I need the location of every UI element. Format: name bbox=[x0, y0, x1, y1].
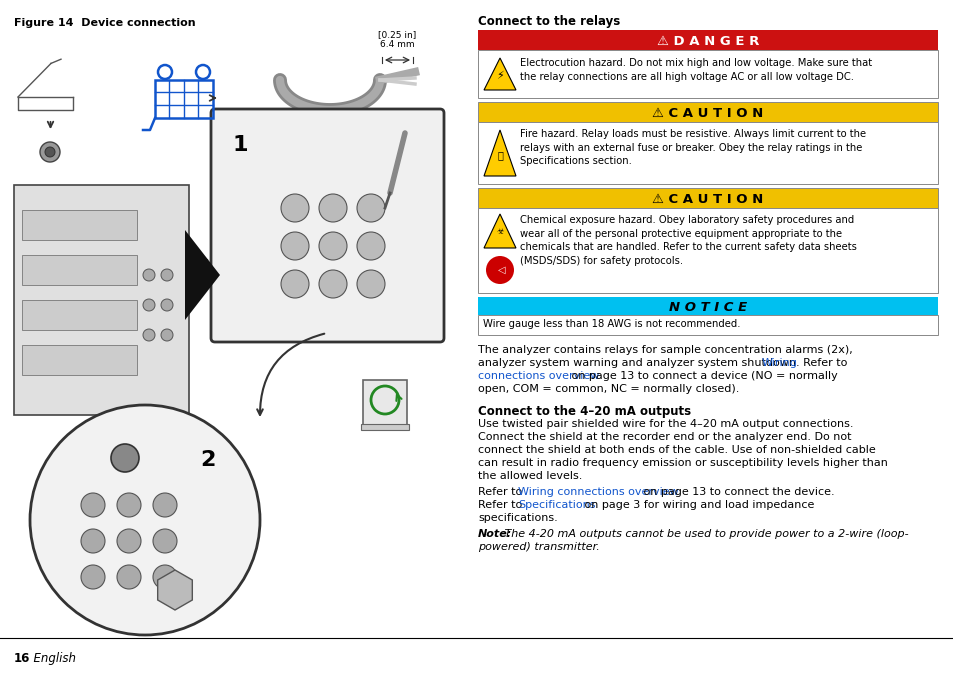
Bar bbox=[477, 50, 937, 98]
Circle shape bbox=[356, 270, 385, 298]
Circle shape bbox=[152, 493, 177, 517]
Text: specifications.: specifications. bbox=[477, 513, 558, 523]
Text: ⚠ D A N G E R: ⚠ D A N G E R bbox=[656, 35, 759, 48]
Text: Fire hazard. Relay loads must be resistive. Always limit current to the
relays w: Fire hazard. Relay loads must be resisti… bbox=[519, 129, 865, 166]
Circle shape bbox=[485, 256, 514, 284]
Text: connect the shield at both ends of the cable. Use of non-shielded cable: connect the shield at both ends of the c… bbox=[477, 445, 875, 455]
Circle shape bbox=[152, 565, 177, 589]
Circle shape bbox=[143, 269, 154, 281]
Polygon shape bbox=[483, 130, 516, 176]
Circle shape bbox=[111, 444, 139, 472]
Text: 1: 1 bbox=[233, 135, 248, 155]
Bar bbox=[360, 424, 409, 430]
Circle shape bbox=[40, 142, 60, 162]
Circle shape bbox=[318, 194, 347, 222]
FancyBboxPatch shape bbox=[211, 109, 443, 342]
Circle shape bbox=[161, 299, 172, 311]
Circle shape bbox=[356, 232, 385, 260]
Text: [0.25 in]: [0.25 in] bbox=[378, 30, 416, 39]
Circle shape bbox=[281, 232, 309, 260]
Circle shape bbox=[45, 147, 55, 157]
Text: Refer to: Refer to bbox=[477, 500, 525, 510]
Circle shape bbox=[117, 565, 141, 589]
Circle shape bbox=[81, 493, 105, 517]
Text: Connect the shield at the recorder end or the analyzer end. Do not: Connect the shield at the recorder end o… bbox=[477, 432, 851, 442]
Bar bbox=[477, 122, 937, 184]
Text: on page 13 to connect the device.: on page 13 to connect the device. bbox=[639, 487, 834, 497]
Circle shape bbox=[143, 299, 154, 311]
Bar bbox=[22, 210, 137, 240]
Text: connections overview: connections overview bbox=[477, 371, 598, 381]
Bar bbox=[154, 80, 213, 118]
Text: Electrocution hazard. Do not mix high and low voltage. Make sure that
the relay : Electrocution hazard. Do not mix high an… bbox=[519, 58, 871, 81]
Text: Note:: Note: bbox=[477, 529, 512, 539]
Text: ◁: ◁ bbox=[497, 265, 505, 275]
Text: on page 3 for wiring and load impedance: on page 3 for wiring and load impedance bbox=[581, 500, 814, 510]
Text: powered) transmitter.: powered) transmitter. bbox=[477, 542, 599, 552]
Circle shape bbox=[318, 232, 347, 260]
Bar bbox=[477, 208, 937, 293]
Text: open, COM = common, NC = normally closed).: open, COM = common, NC = normally closed… bbox=[477, 384, 739, 394]
Circle shape bbox=[117, 493, 141, 517]
Text: 🔥: 🔥 bbox=[497, 150, 502, 160]
Bar bbox=[477, 30, 937, 50]
Bar bbox=[22, 300, 137, 330]
Text: on page 13 to connect a device (NO = normally: on page 13 to connect a device (NO = nor… bbox=[567, 371, 837, 381]
Circle shape bbox=[81, 529, 105, 553]
Circle shape bbox=[117, 529, 141, 553]
Text: 16: 16 bbox=[14, 652, 30, 665]
Text: can result in radio frequency emission or susceptibility levels higher than: can result in radio frequency emission o… bbox=[477, 458, 887, 468]
Text: ⚡: ⚡ bbox=[496, 71, 503, 81]
Polygon shape bbox=[185, 230, 220, 320]
Text: The analyzer contains relays for sample concentration alarms (2x),: The analyzer contains relays for sample … bbox=[477, 345, 852, 355]
Polygon shape bbox=[157, 570, 193, 610]
Text: analyzer system warning and analyzer system shutdown. Refer to: analyzer system warning and analyzer sys… bbox=[477, 358, 850, 368]
Text: Refer to: Refer to bbox=[477, 487, 525, 497]
Circle shape bbox=[318, 270, 347, 298]
Circle shape bbox=[143, 329, 154, 341]
Polygon shape bbox=[483, 214, 516, 248]
Text: the allowed levels.: the allowed levels. bbox=[477, 471, 581, 481]
Circle shape bbox=[161, 269, 172, 281]
Text: Chemical exposure hazard. Obey laboratory safety procedures and
wear all of the : Chemical exposure hazard. Obey laborator… bbox=[519, 215, 856, 266]
Text: 2: 2 bbox=[200, 450, 215, 470]
Circle shape bbox=[30, 405, 260, 635]
Text: English: English bbox=[26, 652, 76, 665]
Text: ☣: ☣ bbox=[496, 227, 503, 236]
Text: 6.4 mm: 6.4 mm bbox=[380, 40, 415, 49]
Circle shape bbox=[81, 565, 105, 589]
Text: Wire gauge less than 18 AWG is not recommended.: Wire gauge less than 18 AWG is not recom… bbox=[482, 319, 740, 329]
Circle shape bbox=[152, 529, 177, 553]
Text: Use twisted pair shielded wire for the 4–20 mA output connections.: Use twisted pair shielded wire for the 4… bbox=[477, 419, 853, 429]
Bar bbox=[22, 345, 137, 375]
Bar bbox=[363, 380, 407, 425]
Bar bbox=[477, 188, 937, 208]
Bar bbox=[477, 297, 937, 315]
Text: Connect to the 4–20 mA outputs: Connect to the 4–20 mA outputs bbox=[477, 405, 690, 418]
Text: The 4-20 mA outputs cannot be used to provide power to a 2-wire (loop-: The 4-20 mA outputs cannot be used to pr… bbox=[501, 529, 908, 539]
Bar bbox=[14, 185, 189, 415]
Text: ⚠ C A U T I O N: ⚠ C A U T I O N bbox=[652, 107, 762, 120]
Text: Figure 14  Device connection: Figure 14 Device connection bbox=[14, 18, 195, 28]
Circle shape bbox=[281, 270, 309, 298]
Bar bbox=[477, 315, 937, 335]
Text: Wiring connections overview: Wiring connections overview bbox=[518, 487, 679, 497]
Text: Specifications: Specifications bbox=[518, 500, 596, 510]
Bar bbox=[477, 102, 937, 122]
Circle shape bbox=[161, 329, 172, 341]
Bar bbox=[22, 255, 137, 285]
Text: N O T I C E: N O T I C E bbox=[668, 301, 746, 314]
Circle shape bbox=[281, 194, 309, 222]
Text: Connect to the relays: Connect to the relays bbox=[477, 15, 619, 28]
Circle shape bbox=[356, 194, 385, 222]
Text: Wiring: Wiring bbox=[760, 358, 797, 368]
Text: ⚠ C A U T I O N: ⚠ C A U T I O N bbox=[652, 193, 762, 206]
Polygon shape bbox=[483, 58, 516, 90]
